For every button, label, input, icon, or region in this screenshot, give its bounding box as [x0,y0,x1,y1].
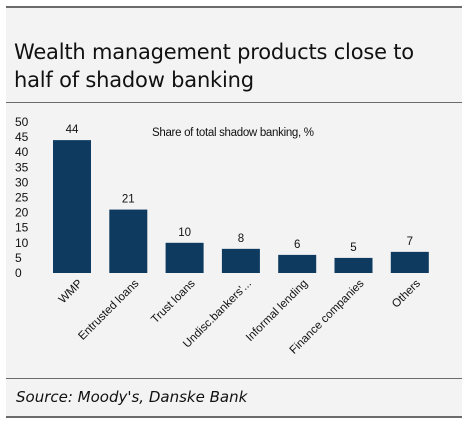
category-label-0: WMP [57,277,86,306]
source-note: Source: Moody's, Danske Bank [16,388,248,406]
data-label-0: 44 [66,124,79,136]
category-label-1: Entrusted loans [76,277,141,342]
bar-4 [278,254,317,273]
y-tick-label: 25 [15,191,29,205]
y-tick-label: 40 [15,145,29,159]
data-label-4: 6 [294,239,300,251]
bar-3 [221,248,260,273]
category-label-2: Trust loans [149,277,198,326]
y-tick-label: 5 [15,251,22,265]
y-tick-label: 10 [15,236,29,250]
bar-0 [53,140,91,273]
data-label-2: 10 [178,227,191,239]
data-label-6: 7 [407,236,413,248]
title-divider [6,102,462,103]
data-labels: 44 21 10 8 6 5 7 [66,124,413,254]
y-tick-label: 50 [15,115,29,129]
source-divider [6,378,462,379]
bars [53,140,429,273]
bar-1 [109,209,148,273]
chart-title: Wealth management products close to half… [14,40,414,92]
bar-2 [165,242,204,273]
bar-5 [334,257,373,273]
data-label-1: 21 [122,194,135,206]
y-tick-label: 0 [15,266,22,280]
chart-subtitle: Share of total shadow banking, % [152,127,314,139]
y-tick-label: 45 [15,130,29,144]
data-label-3: 8 [238,233,244,245]
y-tick-label: 15 [15,221,29,235]
y-tick-label: 20 [15,206,29,220]
data-label-5: 5 [350,242,356,254]
bar-6 [390,251,429,273]
y-tick-label: 30 [15,175,29,189]
y-tick-label: 35 [15,160,29,174]
category-label-6: Others [390,277,423,310]
